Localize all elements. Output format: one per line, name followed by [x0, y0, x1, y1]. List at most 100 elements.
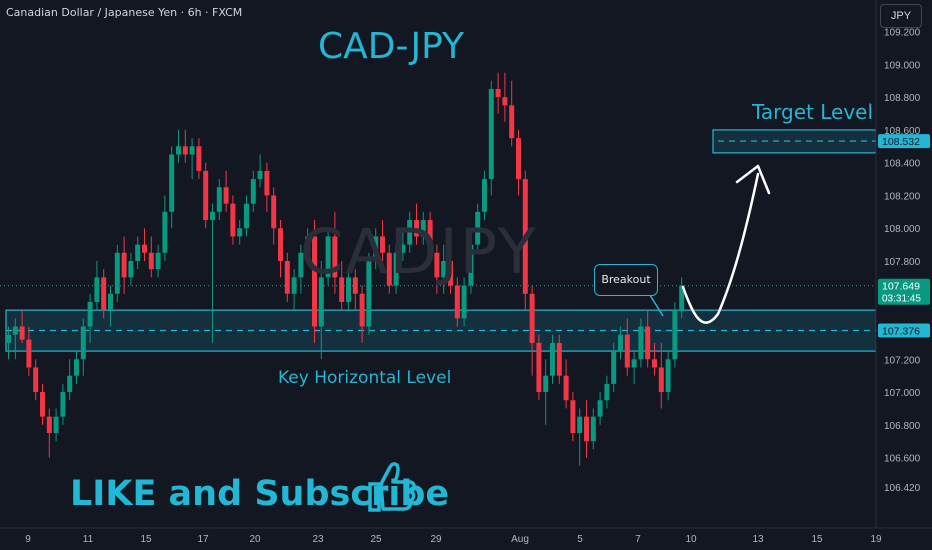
candle-body [386, 252, 392, 286]
candle-body [128, 261, 134, 278]
x-tick-label: 17 [197, 534, 209, 545]
candle [529, 285, 535, 376]
candle-body [203, 170, 209, 221]
candle [284, 252, 290, 302]
candle [291, 269, 297, 311]
candle-body [67, 375, 73, 393]
candle [325, 228, 331, 286]
currency-button[interactable]: JPY [880, 4, 922, 28]
candle [237, 220, 243, 245]
candle-body [427, 220, 433, 253]
candle [74, 351, 79, 384]
candle-body [516, 138, 521, 180]
y-tick-label: 107.000 [884, 388, 921, 399]
candle-body [244, 203, 249, 229]
candle-body [87, 301, 93, 327]
x-tick-label: 11 [83, 534, 94, 545]
candle-body [380, 236, 385, 253]
candle-body [223, 187, 229, 204]
candle [128, 252, 134, 286]
candle-body [53, 416, 59, 434]
candle-body [264, 170, 270, 196]
candle [509, 80, 515, 147]
candle [386, 244, 392, 294]
candle-body [454, 285, 460, 319]
candle-body [366, 261, 372, 327]
candle-body [176, 146, 181, 155]
candle [475, 203, 481, 253]
candle [257, 154, 263, 188]
candle [271, 187, 277, 245]
candle [590, 408, 596, 450]
candle-body [278, 228, 283, 261]
candle-body [570, 400, 576, 434]
candle-body [679, 285, 685, 311]
candle [230, 195, 236, 245]
candle-body [305, 236, 311, 253]
candle [250, 170, 256, 212]
y-tick-label: 108.800 [884, 93, 921, 104]
candle [420, 211, 426, 245]
candle [305, 228, 311, 261]
candle [278, 220, 283, 278]
candle-body [468, 244, 474, 286]
thumbs-up-icon [368, 462, 416, 512]
candle [318, 261, 324, 360]
candle-body [162, 211, 168, 253]
candle [366, 252, 372, 335]
candle [298, 244, 304, 294]
candle-body [346, 277, 351, 302]
candle [332, 211, 338, 294]
candles-layer [6, 72, 685, 466]
candle [441, 244, 447, 294]
candle [550, 334, 555, 384]
candle-body [257, 170, 263, 180]
candle [400, 228, 406, 261]
candle [244, 195, 249, 237]
candle [631, 351, 637, 384]
candle-body [230, 203, 236, 237]
candle [434, 244, 440, 294]
candle-body [74, 359, 79, 376]
candle-body [250, 179, 256, 204]
key-level-price-label-bg [878, 323, 930, 338]
candle-body [359, 293, 365, 327]
candle [53, 408, 59, 442]
y-tick-label: 108.000 [884, 224, 921, 235]
candle-body [216, 187, 222, 212]
candle-body [529, 293, 535, 343]
candle [679, 277, 685, 319]
x-tick-label: 7 [635, 534, 641, 545]
candle [359, 285, 365, 343]
candle [495, 72, 501, 114]
candle-body [298, 252, 304, 278]
candle-body [373, 236, 379, 261]
candle-body [556, 342, 562, 376]
candle-body [502, 97, 508, 106]
candle-body [26, 339, 32, 368]
candle [196, 138, 202, 180]
key-level-label: Key Horizontal Level [278, 368, 452, 388]
candle [536, 334, 542, 401]
target-price-label: 108.532 [882, 136, 920, 148]
candle-body [665, 359, 671, 393]
candle [393, 244, 399, 294]
candle [80, 318, 86, 376]
candle [461, 277, 467, 327]
candle [33, 359, 39, 401]
candle-body [114, 252, 120, 294]
candle [427, 211, 433, 261]
candle-body [332, 236, 338, 278]
candle [12, 318, 18, 360]
candle [210, 203, 215, 343]
candle-body [461, 285, 467, 319]
candle-body [577, 416, 583, 434]
candle [516, 129, 521, 196]
candle [312, 220, 317, 343]
candle [155, 244, 161, 278]
candle-body [291, 277, 297, 294]
candle [223, 170, 229, 212]
candle [87, 293, 93, 343]
